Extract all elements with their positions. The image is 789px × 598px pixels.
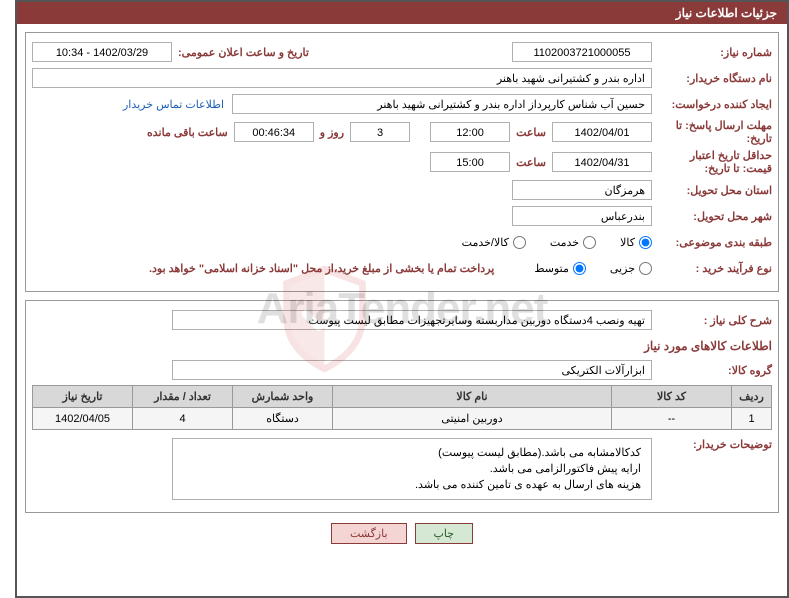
row-buyer-notes: توضیحات خریدار: کدکالامشابه می باشد.(مطا… — [32, 438, 772, 500]
radio-partial[interactable]: جزیی — [610, 262, 652, 275]
deadline-date-value: 1402/04/01 — [552, 122, 652, 142]
announce-date-label: تاریخ و ساعت اعلان عمومی: — [172, 46, 315, 59]
th-row: ردیف — [732, 386, 772, 408]
goods-group-value: ابزارآلات الکتریکی — [172, 360, 652, 380]
row-process: نوع فرآیند خرید : جزیی متوسط پرداخت تمام… — [32, 257, 772, 279]
summary-label: شرح کلی نیاز : — [652, 314, 772, 327]
category-radio-group: کالا خدمت کالا/خدمت — [442, 236, 652, 249]
city-value: بندرعباس — [512, 206, 652, 226]
th-name: نام کالا — [333, 386, 612, 408]
buyer-notes-line3: هزینه های ارسال به عهده ی تامین کننده می… — [183, 477, 641, 493]
need-number-value: 1102003721000055 — [512, 42, 652, 62]
deadline-time-label: ساعت — [510, 126, 552, 139]
radio-goods-label: کالا — [620, 236, 635, 249]
cell-qty: 4 — [133, 408, 233, 430]
row-need-number: شماره نیاز: 1102003721000055 تاریخ و ساع… — [32, 41, 772, 63]
days-and-label: روز و — [314, 126, 350, 139]
radio-medium-input[interactable] — [573, 262, 586, 275]
contact-link[interactable]: اطلاعات تماس خریدار — [123, 98, 232, 111]
panel-header: جزئیات اطلاعات نیاز — [17, 2, 787, 24]
th-code: کد کالا — [612, 386, 732, 408]
row-deadline: مهلت ارسال پاسخ: تا تاریخ: 1402/04/01 سا… — [32, 119, 772, 145]
button-row: چاپ بازگشت — [25, 523, 779, 544]
deadline-label: مهلت ارسال پاسخ: تا تاریخ: — [652, 119, 772, 145]
info-section: شماره نیاز: 1102003721000055 تاریخ و ساع… — [25, 32, 779, 292]
cell-name: دوربین امنیتی — [333, 408, 612, 430]
content-area: AriaTender.net شماره نیاز: 1102003721000… — [17, 24, 787, 552]
validity-label: حداقل تاریخ اعتبار قیمت: تا تاریخ: — [652, 149, 772, 175]
countdown-value: 00:46:34 — [234, 122, 314, 142]
deadline-time-value: 12:00 — [430, 122, 510, 142]
radio-service-label: خدمت — [550, 236, 579, 249]
print-button[interactable]: چاپ — [415, 523, 474, 544]
process-radio-group: جزیی متوسط — [514, 262, 652, 275]
table-header-row: ردیف کد کالا نام کالا واحد شمارش تعداد /… — [33, 386, 772, 408]
row-city: شهر محل تحویل: بندرعباس — [32, 205, 772, 227]
cell-row: 1 — [732, 408, 772, 430]
panel-title: جزئیات اطلاعات نیاز — [676, 6, 777, 20]
goods-group-label: گروه کالا: — [652, 364, 772, 377]
row-summary: شرح کلی نیاز : تهیه ونصب 4دستگاه دوربین … — [32, 309, 772, 331]
row-validity: حداقل تاریخ اعتبار قیمت: تا تاریخ: 1402/… — [32, 149, 772, 175]
province-value: هرمزگان — [512, 180, 652, 200]
row-buyer-org: نام دستگاه خریدار: اداره بندر و کشتیرانی… — [32, 67, 772, 89]
summary-value: تهیه ونصب 4دستگاه دوربین مداربسته وسایرت… — [172, 310, 652, 330]
validity-date-value: 1402/04/31 — [552, 152, 652, 172]
back-button[interactable]: بازگشت — [331, 523, 407, 544]
buyer-notes-label: توضیحات خریدار: — [652, 438, 772, 451]
request-creator-value: حسین آب شناس کارپرداز اداره بندر و کشتیر… — [232, 94, 652, 114]
validity-time-value: 15:00 — [430, 152, 510, 172]
buyer-notes-box: کدکالامشابه می باشد.(مطابق لیست پیوست) ا… — [172, 438, 652, 500]
buyer-org-label: نام دستگاه خریدار: — [652, 72, 772, 85]
radio-medium[interactable]: متوسط — [534, 262, 586, 275]
radio-partial-label: جزیی — [610, 262, 635, 275]
radio-service[interactable]: خدمت — [550, 236, 596, 249]
goods-info-title: اطلاعات کالاهای مورد نیاز — [32, 339, 772, 353]
row-goods-group: گروه کالا: ابزارآلات الکتریکی — [32, 359, 772, 381]
province-label: استان محل تحویل: — [652, 184, 772, 197]
goods-table: ردیف کد کالا نام کالا واحد شمارش تعداد /… — [32, 385, 772, 430]
cell-code: -- — [612, 408, 732, 430]
radio-goods[interactable]: کالا — [620, 236, 652, 249]
radio-goods-service-input[interactable] — [513, 236, 526, 249]
th-date: تاریخ نیاز — [33, 386, 133, 408]
radio-partial-input[interactable] — [639, 262, 652, 275]
category-label: طبقه بندی موضوعی: — [652, 236, 772, 249]
row-request-creator: ایجاد کننده درخواست: حسین آب شناس کارپرد… — [32, 93, 772, 115]
radio-medium-label: متوسط — [534, 262, 569, 275]
radio-goods-service-label: کالا/خدمت — [462, 236, 509, 249]
remaining-label: ساعت باقی مانده — [141, 126, 234, 139]
cell-date: 1402/04/05 — [33, 408, 133, 430]
days-count-value: 3 — [350, 122, 410, 142]
details-section: شرح کلی نیاز : تهیه ونصب 4دستگاه دوربین … — [25, 300, 779, 513]
cell-unit: دستگاه — [233, 408, 333, 430]
th-unit: واحد شمارش — [233, 386, 333, 408]
radio-goods-input[interactable] — [639, 236, 652, 249]
radio-service-input[interactable] — [583, 236, 596, 249]
validity-time-label: ساعت — [510, 156, 552, 169]
table-row: 1 -- دوربین امنیتی دستگاه 4 1402/04/05 — [33, 408, 772, 430]
row-province: استان محل تحویل: هرمزگان — [32, 179, 772, 201]
th-qty: تعداد / مقدار — [133, 386, 233, 408]
main-panel: جزئیات اطلاعات نیاز AriaTender.net شماره… — [15, 0, 789, 598]
payment-note: پرداخت تمام یا بخشی از مبلغ خرید،از محل … — [149, 262, 494, 275]
city-label: شهر محل تحویل: — [652, 210, 772, 223]
request-creator-label: ایجاد کننده درخواست: — [652, 98, 772, 111]
buyer-org-value: اداره بندر و کشتیرانی شهید باهنر — [32, 68, 652, 88]
buyer-notes-line2: ارایه پیش فاکتورالزامی می باشد. — [183, 461, 641, 477]
announce-date-value: 1402/03/29 - 10:34 — [32, 42, 172, 62]
row-category: طبقه بندی موضوعی: کالا خدمت کالا/خدمت — [32, 231, 772, 253]
buyer-notes-line1: کدکالامشابه می باشد.(مطابق لیست پیوست) — [183, 445, 641, 461]
process-label: نوع فرآیند خرید : — [652, 262, 772, 275]
need-number-label: شماره نیاز: — [652, 46, 772, 59]
radio-goods-service[interactable]: کالا/خدمت — [462, 236, 526, 249]
